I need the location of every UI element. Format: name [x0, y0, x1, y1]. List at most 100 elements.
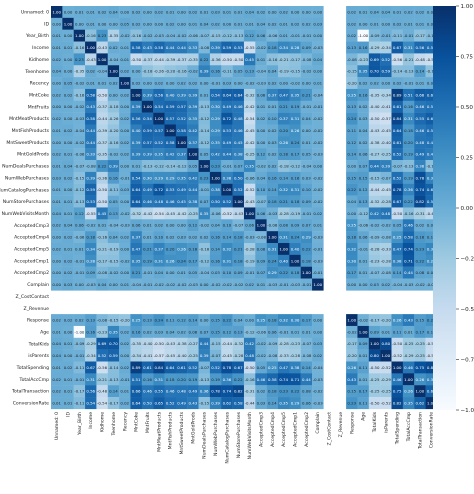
heatmap-cell [346, 148, 358, 161]
heatmap-cell [243, 254, 256, 267]
heatmap-cell [402, 148, 415, 161]
heatmap-cell [414, 361, 426, 374]
cell-value-label: 0.12 [75, 211, 84, 216]
cell-value-label: -0.27 [369, 152, 380, 157]
heatmap-cell [198, 266, 211, 279]
cell-value-label: 0.04 [381, 9, 390, 14]
cell-value-label: 0.01 [52, 199, 61, 204]
cell-value-label: 0.02 [416, 9, 425, 14]
heatmap-cell [175, 278, 188, 291]
heatmap-cell [187, 361, 199, 374]
cell-value-label: -0.02 [256, 163, 267, 168]
heatmap-cell [164, 41, 177, 54]
heatmap-cell [289, 254, 301, 267]
cell-value-label: 0.02 [64, 365, 73, 370]
heatmap-cell [51, 160, 63, 173]
cell-value-label: -0.12 [222, 33, 233, 38]
heatmap-cell [153, 195, 165, 208]
heatmap-cell [164, 171, 177, 184]
cell-value-label: 0.64 [223, 92, 232, 97]
heatmap-cell [62, 17, 74, 30]
heatmap-cell [266, 124, 279, 137]
cell-value-label: 0.03 [211, 270, 220, 275]
heatmap-cell [289, 349, 301, 362]
cell-value-label: 0.04 [166, 329, 175, 334]
heatmap-cell [198, 100, 211, 113]
heatmap-cell [164, 325, 177, 338]
heatmap-cell [73, 195, 86, 208]
heatmap-cell [141, 337, 154, 350]
cell-value-label: 0.26 [177, 246, 186, 251]
cell-value-label: -0.57 [154, 353, 165, 358]
heatmap-cell [73, 349, 86, 362]
heatmap-cell [255, 6, 267, 19]
heatmap-cell [289, 325, 301, 338]
heatmap-cell [198, 361, 211, 374]
heatmap-cell [368, 314, 381, 327]
heatmap-cell [278, 41, 290, 54]
heatmap-cell [119, 183, 131, 196]
heatmap-cell [232, 171, 245, 184]
cell-value-label: -0.35 [369, 92, 380, 97]
cell-value-label: 0.13 [143, 318, 152, 323]
heatmap-cell [380, 325, 392, 338]
heatmap-cell [402, 337, 415, 350]
heatmap-cell [96, 112, 108, 125]
cell-value-label: -0.19 [290, 211, 301, 216]
heatmap-cell [278, 77, 290, 90]
cell-value-label: -0.02 [165, 282, 176, 287]
heatmap-cell [51, 361, 63, 374]
heatmap-cell [175, 148, 188, 161]
heatmap-cell [175, 373, 188, 386]
column-label: Teenhome [111, 412, 117, 437]
cell-value-label: 0.01 [52, 365, 61, 370]
heatmap-cell [402, 17, 415, 30]
row-label: AcceptedCmp4 [14, 235, 49, 241]
cell-value-label: 0.54 [154, 104, 163, 109]
cell-value-label: 0.18 [268, 45, 277, 50]
heatmap-cell [164, 160, 177, 173]
heatmap-cell [380, 77, 392, 90]
cell-value-label: 0.02 [166, 235, 175, 240]
cell-value-label: 0.57 [143, 140, 152, 145]
heatmap-cell [402, 112, 415, 125]
cell-value-label: 0.31 [404, 45, 413, 50]
cell-value-label: 1.00 [381, 353, 390, 358]
heatmap-cell [425, 88, 438, 101]
cell-value-label: 0.00 [64, 104, 73, 109]
heatmap-cell [243, 243, 256, 256]
heatmap-cell [425, 183, 438, 196]
cell-value-label: 0.02 [120, 329, 129, 334]
heatmap-cell [209, 148, 222, 161]
heatmap-cell [357, 349, 369, 362]
heatmap-cell [153, 207, 165, 220]
heatmap-cell [164, 243, 177, 256]
heatmap-cell [300, 29, 313, 42]
heatmap-cell [278, 65, 290, 78]
heatmap-cell [141, 65, 154, 78]
row-label: MntFruits [28, 104, 50, 110]
cell-value-label: 0.14 [393, 270, 402, 275]
cell-value-label: 0.03 [313, 21, 322, 26]
cell-value-label: 0.00 [120, 163, 129, 168]
cell-value-label: -0.11 [74, 365, 85, 370]
cell-value-label: 0.74 [404, 246, 413, 251]
cell-value-label: 0.02 [120, 152, 129, 157]
heatmap-cell [391, 361, 404, 374]
heatmap-cell [346, 314, 358, 327]
heatmap-cell [425, 373, 438, 386]
heatmap-cell [175, 65, 188, 78]
cell-value-label: 0.02 [52, 57, 61, 62]
cell-value-label: -0.02 [222, 282, 233, 287]
cell-value-label: 0.50 [234, 175, 243, 180]
heatmap-cell [414, 219, 426, 232]
heatmap-cell [380, 17, 392, 30]
cell-value-label: 0.00 [52, 270, 61, 275]
heatmap-cell [312, 41, 324, 54]
heatmap-cell [209, 88, 222, 101]
heatmap-cell [255, 373, 267, 386]
heatmap-cell [73, 160, 86, 173]
cell-value-label: 0.02 [75, 318, 84, 323]
heatmap-cell [232, 219, 245, 232]
row-label: AcceptedCmp1 [14, 258, 49, 264]
